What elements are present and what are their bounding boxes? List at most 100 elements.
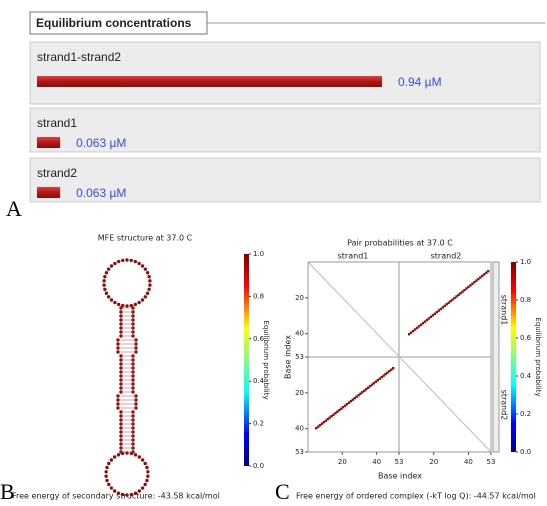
- section-title: Equilibrium concentrations: [36, 16, 192, 30]
- panel-letter: C: [275, 479, 290, 502]
- colorbar-tick-label: 0.2: [520, 410, 531, 418]
- base: [145, 478, 149, 483]
- base: [116, 491, 121, 495]
- base: [140, 458, 145, 462]
- base: [140, 298, 145, 302]
- pair-dot: [469, 284, 472, 287]
- pair-dot: [435, 310, 439, 314]
- pair-dot: [409, 331, 413, 334]
- pair-dot: [372, 382, 376, 385]
- strand-strip: [492, 261, 500, 453]
- section-box: [29, 11, 208, 35]
- pair-dot: [431, 314, 435, 317]
- pair-dot: [439, 307, 442, 311]
- base: [143, 482, 147, 487]
- colorbar-tick-label: 0.8: [253, 292, 264, 300]
- bar: [37, 137, 61, 148]
- row-name: strand2: [37, 166, 77, 180]
- pair-dot: [378, 377, 381, 380]
- pair-dot: [386, 371, 389, 374]
- pair-dot: [336, 410, 339, 413]
- footer: Free energy of ordered complex (-kT log …: [296, 492, 536, 501]
- y-axis-label: Base index: [284, 335, 293, 379]
- base: [109, 264, 114, 268]
- base: [104, 271, 109, 275]
- pair-dot: [427, 317, 431, 320]
- colorbar: [244, 254, 249, 466]
- pair-dot: [340, 407, 343, 410]
- x-tick-label: 53: [487, 458, 496, 466]
- pair-dot: [361, 391, 364, 394]
- colorbar-tick-label: 0.8: [520, 296, 531, 304]
- pair-dot: [366, 386, 370, 389]
- pair-dot: [330, 415, 333, 418]
- pair-dot: [316, 425, 320, 428]
- pair-dot: [338, 409, 341, 412]
- pair-dot: [363, 389, 366, 392]
- pair-dot: [382, 374, 385, 377]
- base: [103, 287, 107, 291]
- pair-dot: [345, 403, 349, 406]
- bar: [37, 76, 382, 87]
- colorbar-tick-label: 0.0: [520, 448, 531, 456]
- base: [121, 258, 125, 263]
- base: [148, 283, 152, 287]
- pair-dot: [411, 329, 415, 333]
- pair-dot: [368, 385, 372, 388]
- pair-dot: [324, 419, 328, 422]
- base: [129, 258, 133, 263]
- base: [143, 267, 148, 271]
- base: [148, 279, 152, 283]
- y-tick-label: 53: [295, 448, 304, 456]
- base: [145, 465, 149, 470]
- base: [102, 279, 106, 283]
- pair-dot: [408, 333, 411, 336]
- colorbar-tick-label: 1.0: [520, 258, 531, 266]
- pair-dot: [467, 285, 470, 289]
- colorbar-title: Equilibrium probability: [534, 317, 542, 396]
- pair-dot: [445, 303, 448, 306]
- base: [116, 259, 121, 264]
- value-label: 0.94 µM: [398, 75, 442, 89]
- pair-dot: [370, 383, 374, 386]
- pair-dot: [365, 388, 368, 391]
- pair-dot: [451, 298, 454, 301]
- pair-dot: [473, 281, 476, 284]
- x-tick-label: 53: [395, 458, 404, 466]
- base: [109, 458, 114, 462]
- pair-dot: [318, 424, 322, 427]
- base: [106, 295, 111, 299]
- colorbar-tick-label: 0.0: [253, 462, 264, 470]
- colorbar-tick-label: 0.2: [253, 420, 264, 428]
- base: [116, 453, 121, 457]
- pair-dot: [419, 323, 423, 326]
- colorbar-tick-label: 0.4: [520, 372, 532, 380]
- base: [146, 470, 150, 474]
- panel-title: MFE structure at 37.0 C: [98, 234, 193, 243]
- base: [107, 461, 111, 466]
- pair-dot: [459, 292, 462, 295]
- pair-dots: [315, 270, 490, 430]
- pair-dot: [421, 321, 425, 325]
- base: [147, 287, 151, 291]
- base: [133, 259, 138, 264]
- pair-dot: [447, 301, 450, 304]
- pair-dot: [485, 271, 488, 274]
- pair-dot: [417, 325, 421, 328]
- pair-dot: [384, 373, 387, 376]
- x-tick-label: 40: [464, 458, 473, 466]
- pair-dot: [463, 288, 466, 292]
- base: [145, 271, 150, 275]
- colorbar: [511, 262, 516, 452]
- colorbar-tick-label: 0.4: [253, 377, 265, 385]
- base: [143, 461, 147, 466]
- base: [109, 486, 114, 490]
- base: [104, 470, 108, 474]
- y-tick-label: 40: [295, 425, 304, 433]
- pair-dot: [349, 400, 353, 403]
- pair-dot: [483, 273, 486, 276]
- base: [103, 275, 107, 279]
- panel-letter: B: [0, 479, 15, 502]
- footer: Free energy of secondary structure: -43.…: [12, 492, 220, 501]
